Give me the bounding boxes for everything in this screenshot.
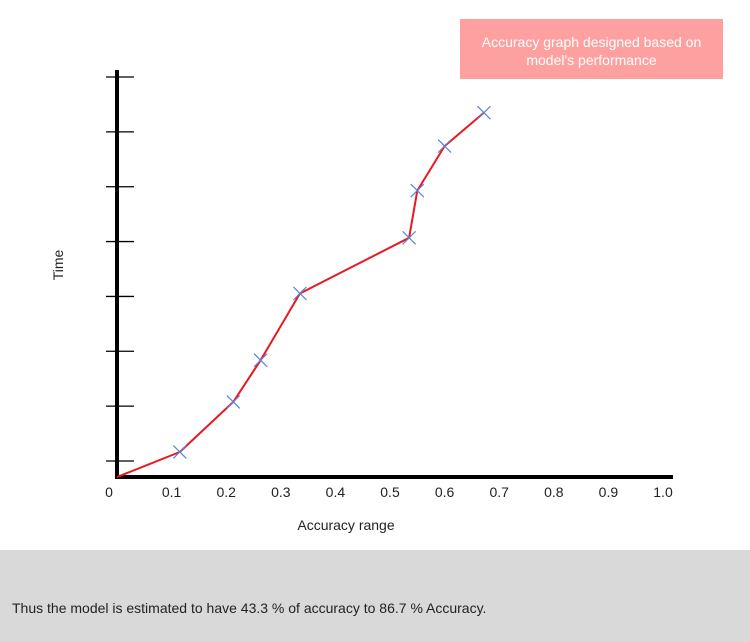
- y-axis-ticks: [106, 76, 134, 462]
- accuracy-chart: 0 0.1 0.2 0.3 0.4 0.5 0.6 0.7 0.8 0.9 1.0 Accuracy…: [50, 70, 673, 533]
- x-tick-label: 0.2: [216, 484, 236, 500]
- x-tick-label: 0.5: [380, 484, 400, 500]
- x-tick-label: 0: [105, 484, 113, 500]
- x-tick-label: 0.1: [162, 484, 182, 500]
- footer-text: Thus the model is estimated to have 43.3…: [12, 600, 487, 616]
- data-point-marker: [410, 183, 425, 198]
- x-tick-label: 0.9: [599, 484, 619, 500]
- data-point-marker: [476, 105, 491, 120]
- axes: [115, 70, 673, 479]
- x-tick-label: 1.0: [653, 484, 673, 500]
- data-point-marker: [402, 230, 417, 245]
- chart-title: Accuracy graph designed based on model's…: [460, 19, 723, 79]
- data-point-marker: [172, 445, 187, 459]
- x-tick-labels: 0 0.1 0.2 0.3 0.4 0.5 0.6 0.7 0.8 0.9 1.0: [105, 484, 673, 500]
- x-tick-label: 0.8: [544, 484, 564, 500]
- footer-panel: Thus the model is estimated to have 43.3…: [0, 550, 750, 642]
- data-point-marker: [437, 139, 452, 154]
- y-axis-label: Time: [50, 249, 66, 280]
- x-tick-label: 0.3: [271, 484, 291, 500]
- marker-layer: [172, 105, 491, 459]
- data-point-marker: [253, 353, 268, 368]
- x-tick-label: 0.4: [326, 484, 346, 500]
- x-tick-label: 0.7: [489, 484, 509, 500]
- x-axis-label: Accuracy range: [297, 517, 394, 533]
- data-point-marker: [292, 286, 307, 301]
- x-tick-label: 0.6: [435, 484, 455, 500]
- data-point-marker: [226, 394, 241, 409]
